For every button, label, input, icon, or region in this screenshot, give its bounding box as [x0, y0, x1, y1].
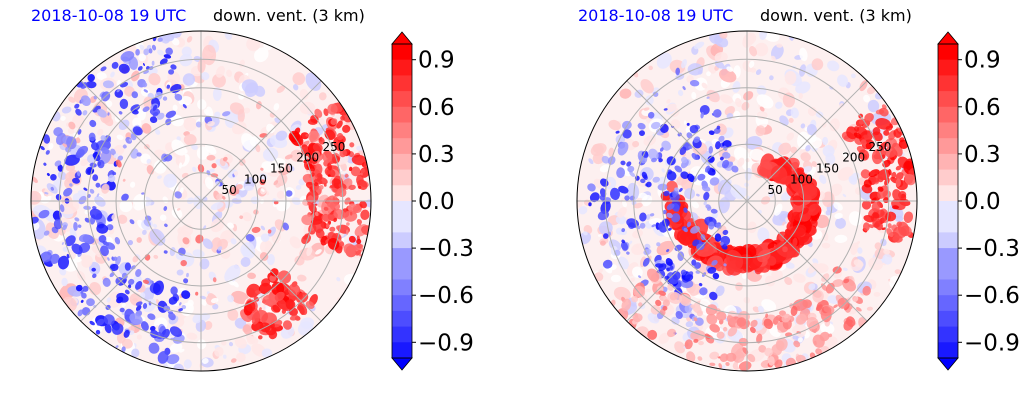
panel-2-colorbar-level	[938, 75, 958, 92]
panel-2-colorbar-level	[938, 44, 958, 61]
panel-1-colorbar-level	[392, 248, 412, 265]
panel-1-spoke-135	[80, 80, 202, 202]
panel-1-colorbar-level	[392, 44, 412, 61]
panel-1-colorbar-level	[392, 201, 412, 218]
panel-2-colorbar-level	[938, 185, 958, 202]
panel-2-colorbar-level	[938, 279, 958, 296]
panel-2-colorbar: −0.9 −0.6 −0.3 0.0 0.3 0.6 0.9	[937, 31, 1020, 371]
panel-1-spoke-315	[200, 200, 322, 322]
panel-2-datetime: 2018-10-08 19 UTC	[578, 6, 734, 25]
panel-1-colorbar-level	[392, 263, 412, 280]
panel-1-colorbar-level	[392, 75, 412, 92]
panel-2-variable: down. vent. (3 km)	[760, 6, 912, 25]
panel-1-radial-tick-label: 250	[322, 140, 345, 154]
panel-1-colorbar-extend-min	[391, 357, 413, 371]
panel-1-colorbar-level	[392, 232, 412, 249]
panel-2-colorbar-extend-max	[937, 31, 959, 45]
panel-1-radial-tick-label: 50	[222, 183, 237, 197]
panel-2-colorbar-level	[938, 59, 958, 76]
panel-1-colorbar-level	[392, 342, 412, 359]
panel-1-colorbar-tick-label: 0.0	[418, 189, 455, 215]
panel-2-header: 2018-10-08 19 UTC	[578, 6, 733, 25]
panel-1-radial-tick-label: 150	[270, 162, 293, 176]
panel-2-variable-header: down. vent. (3 km)	[760, 6, 912, 25]
panel-2-spoke-225	[626, 200, 748, 322]
panel-1-variable-header: down. vent. (3 km)	[213, 6, 365, 25]
panel-2-radial-tick-label: 50	[768, 183, 783, 197]
panel-2-colorbar-level	[938, 169, 958, 186]
panel-1-datetime: 2018-10-08 19 UTC	[31, 6, 187, 25]
panel-1-colorbar: −0.9 −0.6 −0.3 0.0 0.3 0.6 0.9	[391, 31, 474, 371]
panel-2-colorbar-level	[938, 263, 958, 280]
panel-2-colorbar-tick-label: −0.3	[964, 236, 1020, 262]
panel-2-border	[576, 30, 918, 372]
panel-1-colorbar-tick-label: −0.6	[418, 283, 474, 309]
panel-2-radial-tick-label: 100	[790, 172, 813, 186]
panel-1-colorbar-tick-label: 0.6	[418, 95, 455, 121]
panel-2-spoke-315	[746, 200, 868, 322]
panel-2-colorbar-tick-label: −0.6	[964, 283, 1020, 309]
panel-1-colorbar-tick-label: −0.3	[418, 236, 474, 262]
panel-1-colorbar-level	[392, 153, 412, 171]
panel-2-grid	[577, 31, 917, 371]
panel-2-colorbar-level	[938, 122, 958, 139]
panel-2-spoke-45	[746, 80, 868, 202]
panel-1-colorbar-level	[392, 169, 412, 186]
panel-1-colorbar-level	[392, 91, 412, 108]
panel-1-colorbar-extend-max	[391, 31, 413, 45]
panel-2-colorbar-level	[938, 106, 958, 123]
panel-2-spoke-135	[626, 80, 748, 202]
panel-2-colorbar-level	[938, 310, 958, 328]
panel-2-colorbar-tick-label: 0.9	[964, 48, 1001, 74]
panel-2-radial-tick-label: 200	[842, 151, 865, 165]
panel-1-colorbar-level	[392, 106, 412, 123]
panel-2-colorbar-level	[938, 232, 958, 249]
panel-1-grid	[31, 31, 371, 371]
panel-1-colorbar-level	[392, 295, 412, 312]
panel-2-colorbar-level	[938, 326, 958, 343]
panel-1-radial-tick-label: 100	[244, 172, 267, 186]
panel-2-colorbar-level	[938, 91, 958, 108]
panel-2-colorbar-tick-label: 0.6	[964, 95, 1001, 121]
panel-2-colorbar-tick-label: 0.0	[964, 189, 1001, 215]
panel-2-colorbar-level	[938, 248, 958, 265]
panel-2-colorbar-level	[938, 216, 958, 233]
panel-1-colorbar-level	[392, 122, 412, 139]
panel-1-variable: down. vent. (3 km)	[213, 6, 365, 25]
panel-1-colorbar-level	[392, 59, 412, 76]
panel-2-colorbar-level	[938, 138, 958, 155]
panel-2-colorbar-tick-label: 0.3	[964, 142, 1001, 168]
panel-2-colorbar-level	[938, 201, 958, 218]
panel-2-radial-tick-label: 250	[868, 140, 891, 154]
panel-1-colorbar-level	[392, 326, 412, 343]
panel-1-colorbar-level	[392, 216, 412, 233]
panel-1-colorbar-tick-label: −0.9	[418, 330, 474, 356]
panel-1-colorbar-level	[392, 310, 412, 328]
panel-1-colorbar-level	[392, 279, 412, 296]
panel-1-colorbar-tick-label: 0.9	[418, 48, 455, 74]
panel-2-colorbar-level	[938, 342, 958, 359]
panel-1-radial-tick-label: 200	[296, 151, 319, 165]
panel-2-colorbar-level	[938, 295, 958, 312]
panel-1-colorbar-level	[392, 185, 412, 202]
panel-1-spoke-225	[80, 200, 202, 322]
panel-1-spoke-45	[200, 80, 322, 202]
panel-1-colorbar-tick-label: 0.3	[418, 142, 455, 168]
panel-1-border	[30, 30, 372, 372]
panel-2-colorbar-level	[938, 153, 958, 171]
panel-2-colorbar-extend-min	[937, 357, 959, 371]
panel-1-colorbar-level	[392, 138, 412, 155]
panel-2-colorbar-tick-label: −0.9	[964, 330, 1020, 356]
panel-1-header: 2018-10-08 19 UTC	[31, 6, 186, 25]
panel-2-radial-tick-label: 150	[816, 162, 839, 176]
